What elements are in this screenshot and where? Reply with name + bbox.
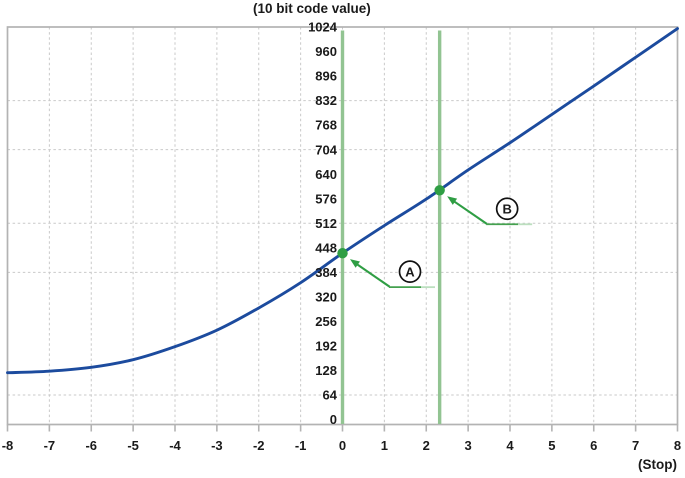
x-tick-label: -8	[2, 438, 14, 453]
y-tick-label: 64	[323, 388, 338, 403]
y-tick-label: 576	[315, 191, 337, 206]
gridline-layer	[7, 27, 678, 425]
x-tick-label: 3	[465, 438, 472, 453]
x-tick-label: -2	[253, 438, 265, 453]
marker-label-b: B	[502, 201, 511, 216]
x-axis-unit-label: (Stop)	[638, 457, 677, 472]
reference-line-layer	[340, 30, 442, 424]
x-tick-label: 7	[632, 438, 639, 453]
x-tick-label: -1	[295, 438, 307, 453]
x-tick-label: 0	[339, 438, 346, 453]
y-tick-label: 192	[315, 339, 337, 354]
x-tick-label: -4	[169, 438, 181, 453]
y-tick-label: 832	[315, 93, 337, 108]
plot-frame-layer	[6, 26, 679, 432]
y-tick-label: 704	[315, 142, 337, 157]
y-tick-label: 256	[315, 314, 337, 329]
x-tick-label: -5	[127, 438, 139, 453]
x-tick-label: -7	[44, 438, 56, 453]
y-tick-label: 128	[315, 363, 337, 378]
x-tick-label: -3	[211, 438, 223, 453]
marker-badge-a	[398, 260, 422, 283]
y-tick-label: 448	[315, 240, 337, 255]
annotation-layer: AB	[337, 185, 533, 289]
y-tick-label: 320	[315, 289, 337, 304]
marker-arrowhead-b	[447, 196, 458, 205]
marker-label-a: A	[405, 264, 415, 279]
x-tick-label: 6	[590, 438, 597, 453]
x-tick-label: 5	[548, 438, 555, 453]
marker-dot-a	[337, 247, 348, 259]
y-tick-label: 1024	[308, 20, 338, 35]
x-tick-label: -6	[85, 438, 97, 453]
marker-badge-b	[495, 197, 519, 221]
y-tick-label: 384	[315, 265, 337, 280]
x-tick-label: 4	[506, 438, 514, 453]
x-tick-label: 8	[674, 438, 681, 453]
y-tick-label: 896	[315, 69, 337, 84]
axis-text-layer: 0641281922563203844485125766407047688328…	[2, 20, 681, 453]
marker-arrowhead-a	[350, 259, 360, 268]
y-tick-label: 960	[315, 44, 337, 59]
x-tick-label: 1	[381, 438, 388, 453]
y-axis-title: (10 bit code value)	[253, 1, 371, 16]
marker-arrow-a	[352, 260, 391, 288]
marker-arrow-b	[449, 197, 488, 225]
y-tick-label: 768	[315, 118, 337, 133]
y-tick-label: 640	[315, 167, 337, 182]
y-tick-label: 0	[330, 412, 337, 427]
marker-dot-b	[434, 185, 445, 196]
y-tick-label: 512	[315, 216, 337, 231]
x-tick-label: 2	[423, 438, 430, 453]
